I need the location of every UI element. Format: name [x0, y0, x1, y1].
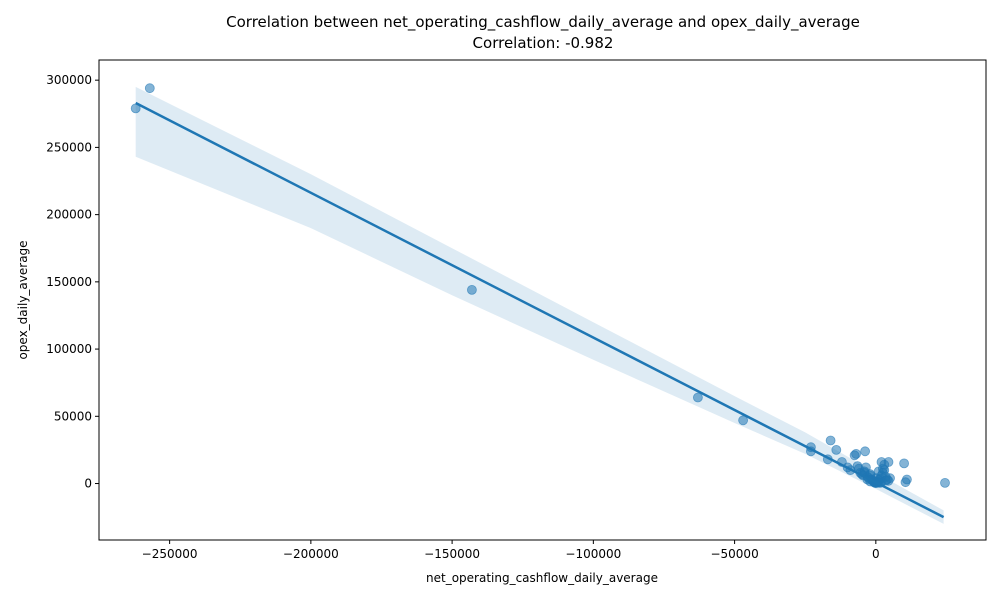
- y-tick-label: 300000: [46, 73, 92, 87]
- chart-subtitle: Correlation: -0.982: [473, 34, 614, 52]
- data-point: [831, 444, 842, 455]
- chart-title: Correlation between net_operating_cashfl…: [226, 13, 860, 32]
- data-point: [738, 415, 748, 426]
- x-tick-label: 0: [872, 547, 880, 561]
- x-tick-label: −50000: [710, 547, 758, 561]
- x-axis-label: net_operating_cashflow_daily_average: [426, 571, 658, 585]
- y-axis-label: opex_daily_average: [16, 240, 30, 359]
- data-point: [900, 477, 911, 488]
- plot-frame: [98, 59, 987, 541]
- data-point: [899, 458, 909, 469]
- y-tick-label: 250000: [46, 140, 92, 154]
- data-point: [825, 435, 836, 446]
- y-tick-label: 100000: [46, 342, 92, 356]
- data-point: [466, 284, 477, 295]
- data-point: [940, 477, 950, 488]
- confidence-band: [135, 86, 944, 524]
- y-axis: 0 50000 100000 150000 200000 250000 300000: [46, 73, 99, 491]
- y-tick-label: 150000: [46, 275, 92, 289]
- x-tick-label: −200000: [283, 547, 339, 561]
- x-tick-label: −250000: [142, 547, 198, 561]
- data-point: [851, 448, 861, 459]
- data-point: [693, 392, 703, 403]
- x-tick-label: −100000: [565, 547, 621, 561]
- y-tick-label: 50000: [54, 409, 92, 423]
- regression-line: [135, 101, 945, 519]
- data-point: [144, 83, 155, 94]
- x-axis: −250000 −200000 −150000 −100000 −50000 0: [142, 540, 880, 561]
- plot-area: [130, 83, 950, 524]
- data-point: [860, 446, 870, 457]
- x-tick-label: −150000: [424, 547, 480, 561]
- y-tick-label: 0: [84, 477, 92, 491]
- y-tick-label: 200000: [46, 208, 92, 222]
- data-point: [879, 459, 890, 470]
